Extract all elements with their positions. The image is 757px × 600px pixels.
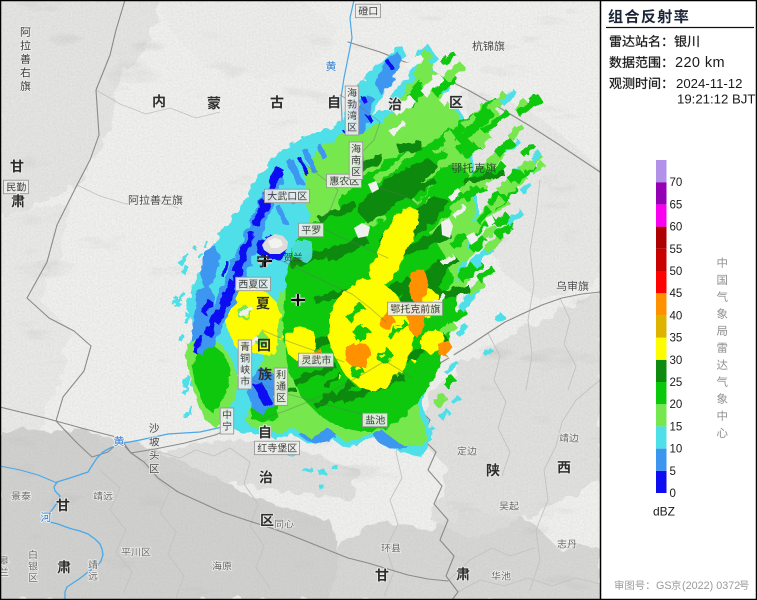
svg-text:2024-11-12: 2024-11-12: [676, 76, 742, 91]
svg-text:50: 50: [670, 266, 683, 278]
svg-text:5: 5: [670, 466, 676, 478]
svg-text:10: 10: [670, 444, 683, 456]
svg-text:70: 70: [670, 177, 683, 189]
svg-text:25: 25: [670, 377, 683, 389]
svg-text:220 km: 220 km: [675, 55, 725, 71]
svg-text:19:21:12 BJT: 19:21:12 BJT: [677, 92, 755, 107]
svg-text:15: 15: [670, 421, 683, 433]
svg-text:20: 20: [670, 399, 683, 411]
svg-text:60: 60: [670, 222, 683, 234]
svg-text:65: 65: [670, 199, 683, 211]
svg-text:30: 30: [670, 355, 683, 367]
svg-text:40: 40: [670, 310, 683, 322]
svg-text:0: 0: [670, 488, 676, 500]
svg-text:35: 35: [670, 333, 683, 345]
svg-text:45: 45: [670, 288, 683, 300]
svg-text:GS: GS: [656, 580, 672, 592]
svg-text:(2022) 0372: (2022) 0372: [682, 580, 740, 592]
svg-text:55: 55: [670, 244, 683, 256]
svg-text:dBZ: dBZ: [653, 505, 675, 519]
